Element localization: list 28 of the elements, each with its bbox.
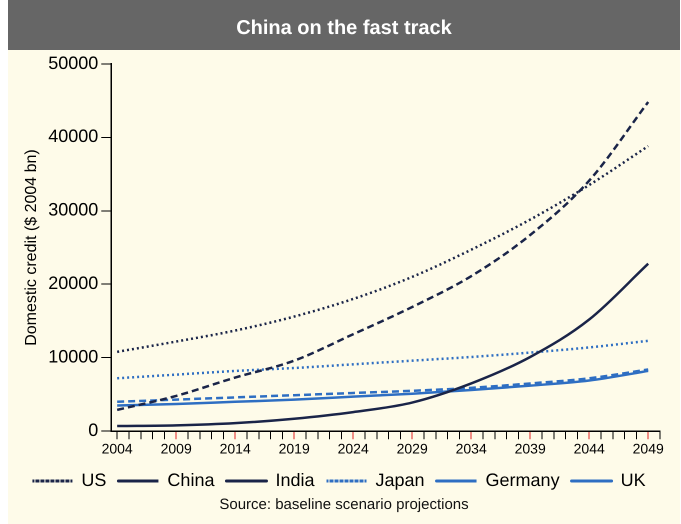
y-tick-label: 30000	[48, 200, 98, 220]
chart-title: China on the fast track	[8, 0, 680, 50]
y-tick-label: 40000	[48, 126, 98, 146]
line-series	[116, 340, 650, 380]
y-tick-label: 0	[88, 420, 98, 440]
x-tick-label: 2039	[514, 440, 546, 456]
legend-label: US	[81, 470, 106, 490]
x-tick-label: 2034	[456, 440, 487, 456]
y-tick-label: 10000	[48, 346, 98, 367]
legend-label: China	[167, 470, 216, 490]
x-tick-label: 2029	[396, 440, 428, 456]
line-series	[116, 262, 650, 428]
x-tick-label: 2014	[220, 440, 251, 456]
y-axis-title: Domestic credit ($ 2004 bn)	[23, 149, 40, 346]
legend-label: India	[275, 470, 316, 490]
x-tick-label: 2024	[338, 440, 369, 456]
x-tick-label: 2044	[574, 440, 605, 456]
legend-label: UK	[620, 470, 646, 490]
y-tick-label: 50000	[48, 52, 98, 73]
x-tick-label: 2004	[102, 440, 133, 456]
legend-label: Germany	[486, 470, 560, 490]
x-tick-label: 2009	[160, 440, 192, 456]
y-tick-label: 20000	[48, 273, 98, 294]
x-tick-label: 2019	[278, 440, 310, 456]
source-note: Source: baseline scenario projections	[218, 496, 470, 513]
x-tick-label: 2049	[632, 440, 664, 456]
line-series	[116, 100, 650, 412]
legend-label: Japan	[376, 470, 425, 490]
